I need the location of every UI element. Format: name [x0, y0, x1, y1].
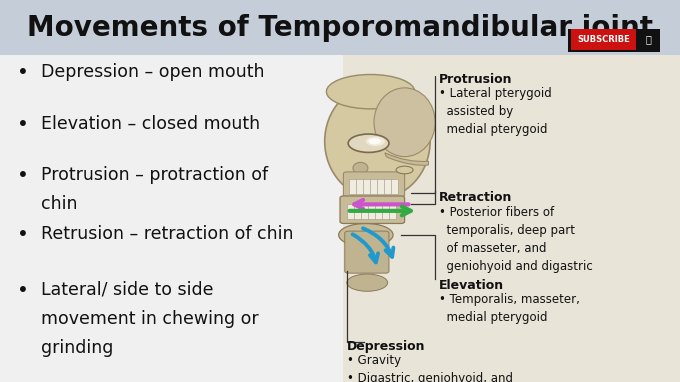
Ellipse shape — [369, 138, 381, 144]
FancyBboxPatch shape — [568, 29, 660, 52]
Text: Protrusion: Protrusion — [439, 73, 512, 86]
Ellipse shape — [348, 134, 389, 152]
FancyBboxPatch shape — [345, 231, 389, 273]
Ellipse shape — [366, 136, 385, 146]
FancyBboxPatch shape — [343, 172, 405, 197]
Text: Retraction: Retraction — [439, 191, 512, 204]
Text: •: • — [17, 166, 29, 185]
Text: •: • — [17, 225, 29, 244]
FancyBboxPatch shape — [340, 196, 405, 223]
Ellipse shape — [325, 84, 430, 199]
FancyBboxPatch shape — [571, 29, 636, 50]
Ellipse shape — [396, 166, 413, 174]
Text: • Posterior fibers of
  temporalis, deep part
  of masseter, and
  geniohyoid an: • Posterior fibers of temporalis, deep p… — [439, 206, 592, 272]
FancyBboxPatch shape — [0, 0, 680, 55]
Ellipse shape — [374, 88, 435, 157]
FancyBboxPatch shape — [343, 55, 680, 382]
Ellipse shape — [326, 74, 415, 109]
PathPatch shape — [385, 153, 428, 165]
Ellipse shape — [347, 274, 388, 291]
Text: •: • — [17, 63, 29, 82]
Text: SUBSCRIBE: SUBSCRIBE — [577, 35, 630, 44]
Ellipse shape — [339, 223, 393, 246]
Text: • Temporalis, masseter,
  medial pterygoid: • Temporalis, masseter, medial pterygoid — [439, 293, 579, 324]
Text: Lateral/ side to side
movement in chewing or
grinding: Lateral/ side to side movement in chewin… — [41, 281, 258, 357]
FancyBboxPatch shape — [349, 179, 398, 194]
Text: •: • — [17, 281, 29, 300]
Text: Protrusion – protraction of
chin: Protrusion – protraction of chin — [41, 166, 268, 214]
Text: • Lateral pterygoid
  assisted by
  medial pterygoid: • Lateral pterygoid assisted by medial p… — [439, 87, 551, 136]
Text: • Gravity
• Digastric, geniohyoid, and
  mylohyoid muscles: • Gravity • Digastric, geniohyoid, and m… — [347, 354, 513, 382]
Text: Depression: Depression — [347, 340, 425, 353]
Text: 🔔: 🔔 — [645, 34, 651, 44]
FancyBboxPatch shape — [571, 29, 636, 50]
Text: Elevation: Elevation — [439, 279, 504, 292]
Text: Elevation – closed mouth: Elevation – closed mouth — [41, 115, 260, 133]
Text: •: • — [17, 115, 29, 134]
Text: Depression – open mouth: Depression – open mouth — [41, 63, 265, 81]
Text: Retrusion – retraction of chin: Retrusion – retraction of chin — [41, 225, 293, 243]
Text: Movements of Temporomandibular joint: Movements of Temporomandibular joint — [27, 14, 653, 42]
Ellipse shape — [353, 162, 368, 174]
FancyBboxPatch shape — [347, 204, 396, 219]
